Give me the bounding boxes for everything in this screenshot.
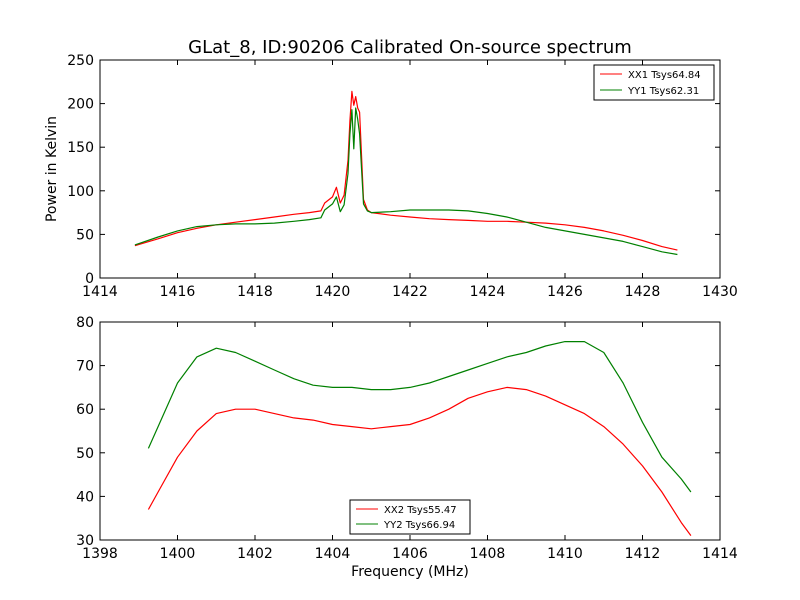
top-x-tick-label: 1428 bbox=[625, 284, 661, 300]
chart-title: GLat_8, ID:90206 Calibrated On-source sp… bbox=[188, 37, 632, 58]
bottom-y-tick-label: 70 bbox=[76, 359, 94, 375]
y-axis-label: Power in Kelvin bbox=[44, 116, 60, 222]
bottom-x-tick-label: 1400 bbox=[160, 546, 196, 562]
top-y-tick-label: 150 bbox=[67, 140, 94, 156]
top-series-line-xx bbox=[134, 90, 678, 251]
top-y-tick-label: 200 bbox=[67, 97, 94, 113]
bottom-x-tick-label: 1406 bbox=[392, 546, 428, 562]
bottom-y-tick-label: 30 bbox=[76, 533, 94, 549]
top-series-line-yy bbox=[134, 107, 678, 256]
top-y-tick-label: 250 bbox=[67, 53, 94, 69]
top-y-tick-label: 50 bbox=[76, 227, 94, 243]
bottom-x-tick-label: 1402 bbox=[237, 546, 273, 562]
bottom-y-tick-label: 80 bbox=[76, 315, 94, 331]
bottom-x-tick-label: 1412 bbox=[625, 546, 661, 562]
bottom-x-tick-label: 1408 bbox=[470, 546, 506, 562]
x-axis-label: Frequency (MHz) bbox=[351, 564, 469, 580]
top-legend-box bbox=[593, 64, 715, 101]
top-x-tick-label: 1422 bbox=[392, 284, 428, 300]
top-x-tick-label: 1416 bbox=[160, 284, 196, 300]
bottom-legend-box bbox=[349, 499, 471, 535]
bottom-panel: Frequency (MHz) 1398 1400 1402 1404 1406 1408… bbox=[76, 315, 738, 580]
bottom-series-line-yy bbox=[147, 341, 692, 493]
legend-label-yy1: YY1 Tsys62.31 bbox=[627, 86, 699, 97]
bottom-plot-frame bbox=[99, 321, 721, 541]
top-x-tick-label: 1418 bbox=[237, 284, 273, 300]
top-x-tick-label: 1414 bbox=[82, 284, 118, 300]
top-x-tick-label: 1424 bbox=[470, 284, 506, 300]
top-x-tick-label: 1426 bbox=[547, 284, 583, 300]
top-plot-frame bbox=[99, 59, 721, 279]
top-x-tick-label: 1430 bbox=[702, 284, 738, 300]
top-y-tick-label: 100 bbox=[67, 184, 94, 200]
bottom-x-tick-label: 1404 bbox=[315, 546, 351, 562]
legend-label-xx1: XX1 Tsys64.84 bbox=[628, 70, 701, 81]
legend-label-xx2: XX2 Tsys55.47 bbox=[384, 505, 457, 516]
bottom-y-tick-label: 50 bbox=[76, 446, 94, 462]
bottom-x-tick-label: 1414 bbox=[702, 546, 738, 562]
legend-label-yy2: YY2 Tsys66.94 bbox=[383, 520, 455, 531]
bottom-x-tick-label: 1398 bbox=[82, 546, 118, 562]
bottom-x-tick-label: 1410 bbox=[547, 546, 583, 562]
bottom-series-line-xx bbox=[147, 386, 692, 536]
bottom-y-tick-label: 60 bbox=[76, 402, 94, 418]
top-panel: GLat_8, ID:90206 Calibrated On-source sp… bbox=[44, 37, 738, 300]
bottom-y-tick-label: 40 bbox=[76, 489, 94, 505]
bottom-legend: XX2 Tsys55.47 YY2 Tsys66.94 bbox=[349, 499, 471, 535]
top-y-tick-label: 0 bbox=[85, 271, 94, 287]
top-legend: XX1 Tsys64.84 YY1 Tsys62.31 bbox=[593, 64, 715, 101]
top-x-tick-label: 1420 bbox=[315, 284, 351, 300]
